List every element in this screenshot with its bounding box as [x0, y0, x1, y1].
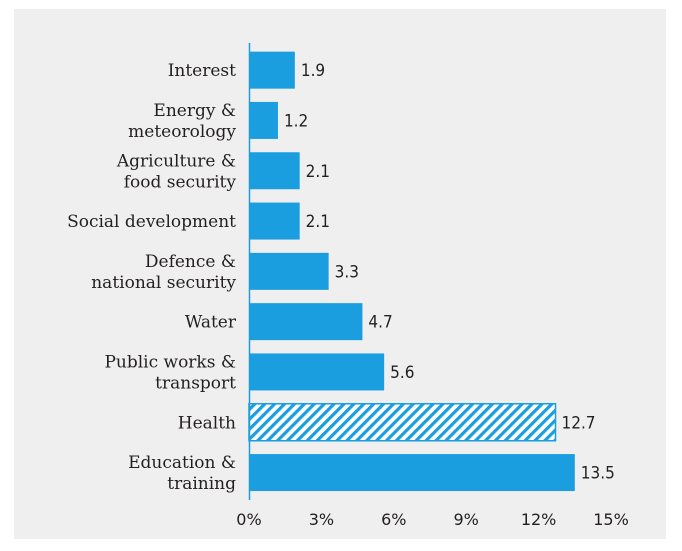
- x-tick-label-2: 6%: [381, 510, 406, 529]
- x-tick-label-3: 9%: [454, 510, 479, 529]
- bar-4: [249, 252, 329, 290]
- value-label-3: 2.1: [306, 212, 330, 232]
- x-tick-label-1: 3%: [309, 510, 334, 529]
- bar-7: [248, 403, 557, 442]
- bar-chart: 1.9 Interest 1.2 Energy & meteorology 2.1 Agri…: [67, 43, 629, 529]
- bar-6: [249, 353, 385, 391]
- bar-8: [249, 454, 575, 492]
- x-tick-label-4: 12%: [521, 510, 557, 529]
- value-label-8: 13.5: [581, 464, 615, 484]
- value-label-4: 3.3: [335, 262, 359, 282]
- category-label-2: Agriculture & food security: [116, 151, 237, 192]
- bar-2: [249, 152, 300, 190]
- category-label-5: Water: [185, 313, 237, 333]
- value-label-6: 5.6: [390, 363, 414, 383]
- x-tick-label-0: 0%: [236, 510, 261, 529]
- value-label-7: 12.7: [561, 413, 595, 433]
- category-label-8: Education & training: [128, 453, 236, 494]
- bar-5: [249, 303, 363, 341]
- category-label-1: Energy & meteorology: [128, 101, 236, 142]
- category-label-6: Public works & transport: [104, 352, 236, 393]
- value-label-0: 1.9: [301, 61, 325, 81]
- value-label-2: 2.1: [306, 162, 330, 182]
- bar-0: [249, 51, 295, 89]
- x-tick-label-5: 15%: [593, 510, 629, 529]
- category-label-3: Social development: [67, 212, 236, 232]
- value-label-1: 1.2: [284, 111, 308, 131]
- category-label-7: Health: [178, 413, 236, 433]
- category-label-4: Defence & national security: [91, 252, 236, 293]
- chart-panel: 1.9 Interest 1.2 Energy & meteorology 2.1 Agri…: [14, 9, 666, 539]
- value-label-5: 4.7: [368, 313, 392, 333]
- bar-3: [249, 202, 300, 240]
- category-label-0: Interest: [168, 61, 236, 81]
- bar-1: [249, 101, 278, 139]
